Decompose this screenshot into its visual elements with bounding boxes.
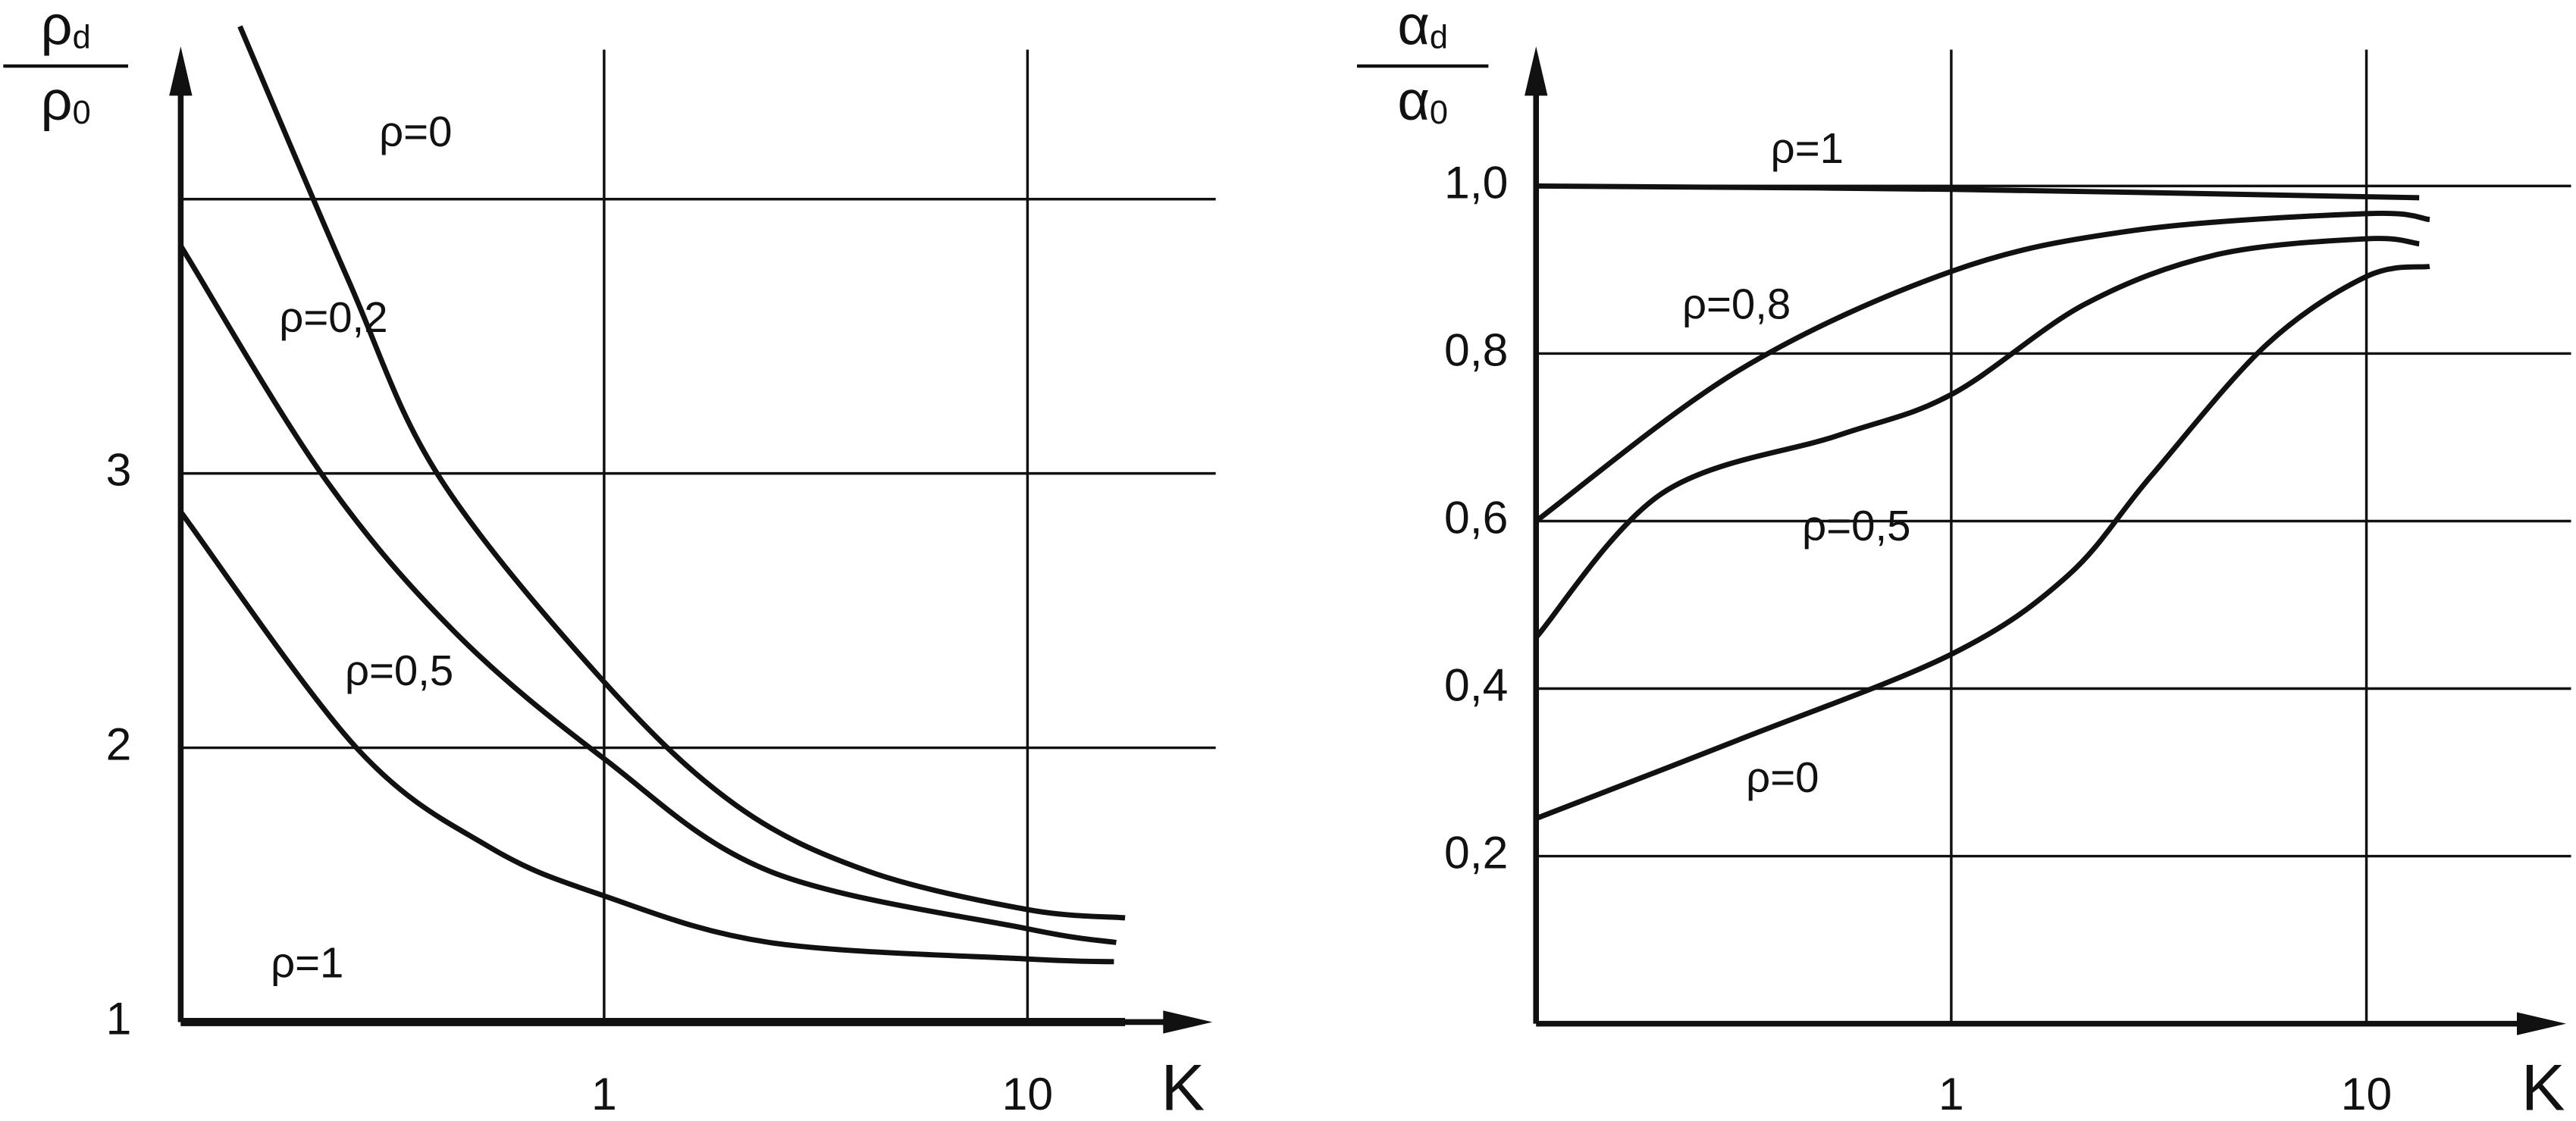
y-label-denominator: α0 [1397, 70, 1448, 133]
curve [1534, 236, 2420, 640]
y-tick-label: 1 [106, 992, 132, 1044]
curve [1534, 211, 2430, 524]
curve [237, 25, 1126, 921]
y-tick-label: 3 [106, 444, 132, 496]
curve [178, 510, 1114, 965]
x-tick-label: 10 [2341, 1068, 2392, 1119]
y-tick-label: 0,8 [1444, 324, 1508, 375]
y-axis-arrow [1525, 46, 1548, 96]
curve [178, 244, 1117, 945]
symbol: α [1397, 70, 1430, 133]
y-tick-label: 0,2 [1444, 827, 1508, 878]
subscript: 0 [73, 96, 91, 132]
subscript: 0 [1430, 96, 1448, 132]
curve-label: ρ=0,8 [1682, 280, 1791, 328]
y-label-denominator: ρ0 [41, 70, 91, 133]
curve-label: ρ=0 [1746, 753, 1819, 801]
x-axis-arrow [1163, 1010, 1213, 1034]
x-tick-label: 1 [1938, 1068, 1964, 1119]
x-axis-label: K [1161, 1052, 1205, 1121]
x-tick-label: 10 [1002, 1068, 1053, 1119]
curve-label: ρ=0,2 [279, 293, 387, 341]
symbol: ρ [41, 0, 73, 57]
x-axis-label: K [2521, 1052, 2565, 1121]
subscript: d [1430, 20, 1448, 56]
symbol: ρ [41, 70, 73, 133]
subscript: d [73, 20, 91, 56]
y-label-numerator: αd [1397, 0, 1448, 57]
y-tick-label: 1,0 [1444, 156, 1508, 208]
x-axis-arrow [2516, 1012, 2566, 1035]
curve-label: ρ=0 [379, 108, 452, 155]
y-label-numerator: ρd [41, 0, 91, 57]
curve-label: ρ=0,5 [1802, 502, 1910, 550]
curve-label: ρ=0,5 [345, 647, 453, 694]
x-tick-label: 1 [591, 1068, 617, 1119]
y-tick-label: 0,4 [1444, 659, 1508, 711]
symbol: α [1397, 0, 1430, 57]
y-tick-label: 2 [106, 719, 132, 770]
curve [1534, 264, 2430, 822]
curve-label: ρ=1 [271, 939, 343, 987]
y-tick-label: 0,6 [1444, 492, 1508, 543]
curve-label: ρ=1 [1771, 124, 1844, 172]
y-axis-arrow [169, 46, 193, 96]
curve [1536, 183, 2420, 201]
